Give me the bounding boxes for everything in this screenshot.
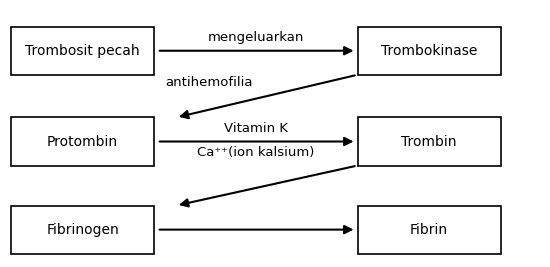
Text: Trombosit pecah: Trombosit pecah <box>25 44 140 58</box>
Text: Protombin: Protombin <box>47 135 118 148</box>
Text: Vitamin K: Vitamin K <box>224 122 288 135</box>
FancyBboxPatch shape <box>358 117 500 166</box>
Text: Trombokinase: Trombokinase <box>381 44 477 58</box>
FancyBboxPatch shape <box>11 27 154 75</box>
Text: Fibrinogen: Fibrinogen <box>46 223 119 237</box>
FancyBboxPatch shape <box>358 27 500 75</box>
FancyBboxPatch shape <box>11 117 154 166</box>
Text: Ca⁺⁺(ion kalsium): Ca⁺⁺(ion kalsium) <box>197 146 315 159</box>
Text: antihemofilia: antihemofilia <box>165 76 252 89</box>
FancyBboxPatch shape <box>358 206 500 254</box>
Text: Trombin: Trombin <box>402 135 456 148</box>
Text: mengeluarkan: mengeluarkan <box>207 31 304 44</box>
Text: Fibrin: Fibrin <box>410 223 448 237</box>
FancyBboxPatch shape <box>11 206 154 254</box>
